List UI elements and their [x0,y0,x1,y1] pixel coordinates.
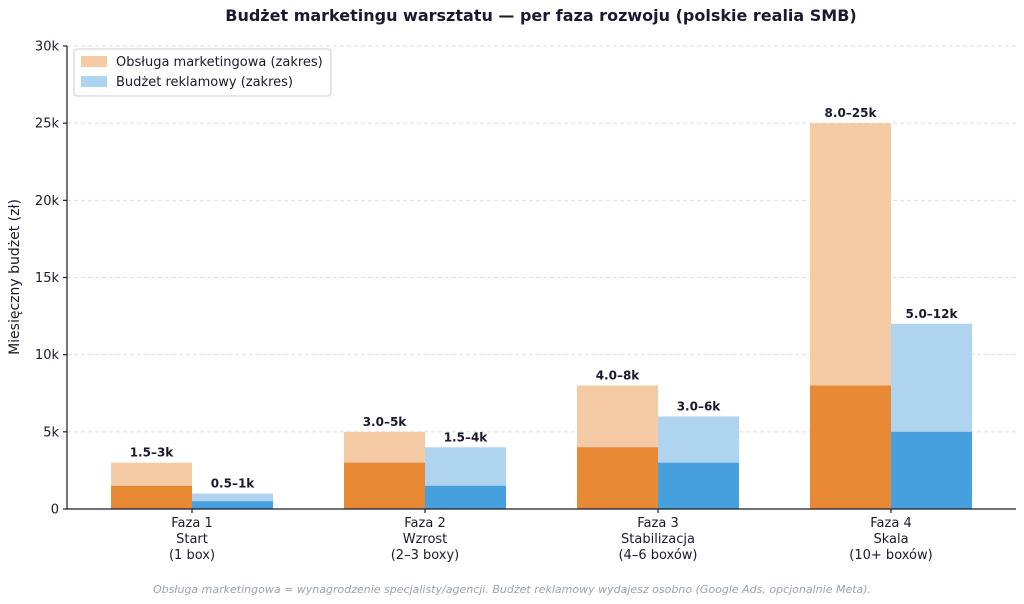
x-tick-label: Faza 1 Start (1 box) [169,516,215,563]
x-tick-label: Faza 3 Stabilizacja (4–6 boxów) [618,516,697,563]
y-tick-label: 10k [35,348,60,363]
data-label: 3.0–5k [363,415,408,429]
bar-min [344,462,425,509]
data-label: 1.5–4k [444,430,489,444]
x-tick-label-line: Start [176,532,208,547]
x-tick-label-line: Stabilizacja [621,532,695,547]
bar-min [810,385,891,509]
x-tick-label-line: Faza 1 [171,516,212,531]
data-label: 0.5–1k [211,477,256,491]
x-tick-label-line: (4–6 boxów) [618,548,697,563]
data-label: 1.5–3k [130,446,175,460]
y-tick-label: 25k [35,117,60,132]
x-tick-label-line: Wzrost [403,532,448,547]
x-tick-label-line: Faza 3 [637,516,678,531]
y-tick-label: 20k [35,194,60,209]
data-label: 4.0–8k [596,369,641,383]
x-tick-label-line: (10+ boxów) [849,548,932,563]
y-tick-label: 0 [51,503,59,518]
bar-min [658,462,739,509]
bar-min [192,501,273,509]
legend: Obsługa marketingowa (zakres) Budżet rekl… [73,48,332,97]
x-tick-label-line: (2–3 boxy) [391,548,460,563]
y-tick-label: 15k [35,271,60,286]
legend-swatch [81,76,107,87]
footnote: Obsługa marketingowa = wynagrodzenie spe… [153,583,871,596]
legend-swatch [81,56,107,67]
data-label: 5.0–12k [906,307,959,321]
legend-label: Obsługa marketingowa (zakres) [116,55,323,70]
data-labels: 1.5–3k 0.5–1k 3.0–5k 1.5–4k 4.0–8k 3.0–6k 8.0–… [130,106,959,490]
data-label: 3.0–6k [677,399,722,413]
y-tick-label: 30k [35,40,60,55]
bars [111,123,972,510]
legend-label: Budżet reklamowy (zakres) [116,75,293,90]
x-tick-label-line: Skala [873,532,908,547]
bar-min [111,485,192,509]
y-tick-label: 5k [43,425,59,440]
bar-min [891,431,972,509]
y-axis-label: Miesięczny budżet (zł) [7,199,23,355]
chart-title: Budżet marketingu warsztatu — per faza r… [225,6,856,25]
x-tick-label: Faza 2 Wzrost (2–3 boxy) [391,516,460,563]
x-tick-label-line: (1 box) [169,548,215,563]
bar-min [425,485,506,509]
x-tick-label-line: Faza 4 [870,516,911,531]
x-tick-label: Faza 4 Skala (10+ boxów) [849,516,932,563]
x-tick-label-line: Faza 2 [404,516,445,531]
legend-box [73,48,332,97]
bar-min [577,447,658,509]
data-label: 8.0–25k [825,106,878,120]
